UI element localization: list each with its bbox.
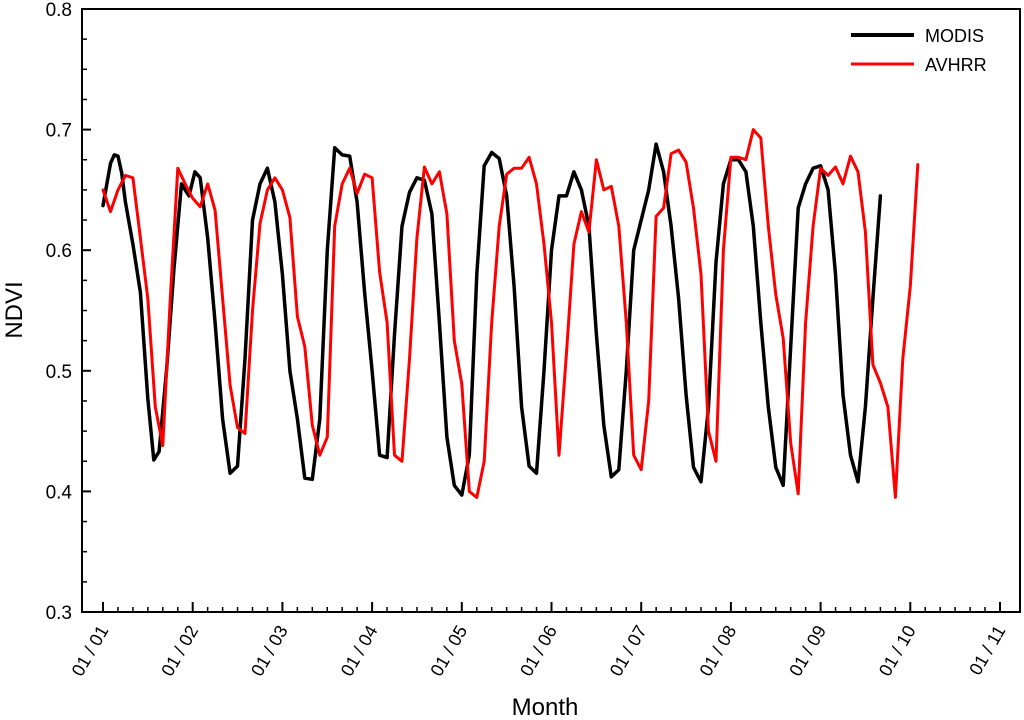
x-tick-label: 01 / 10 bbox=[875, 622, 920, 680]
x-tick-label: 01 / 07 bbox=[606, 622, 651, 680]
y-axis: 0.3 0.4 0.5 0.6 0.7 0.8 bbox=[46, 0, 91, 624]
series-line-avhrr bbox=[101, 128, 920, 499]
legend-label-modis: MODIS bbox=[925, 26, 984, 46]
x-tick-label: 01 / 01 bbox=[68, 622, 113, 680]
x-tick-label: 01 / 05 bbox=[426, 622, 471, 680]
series-line-modis bbox=[101, 142, 883, 497]
y-tick-label: 0.8 bbox=[46, 0, 72, 21]
x-tick-label: 01 / 03 bbox=[247, 622, 292, 680]
series-layer bbox=[101, 128, 920, 499]
x-tick-label: 01 / 08 bbox=[696, 622, 741, 680]
x-tick-label: 01 / 09 bbox=[785, 622, 830, 680]
x-tick-label: 01 / 11 bbox=[965, 622, 1009, 679]
y-tick-label: 0.5 bbox=[46, 362, 72, 383]
y-tick-label: 0.6 bbox=[46, 241, 72, 262]
x-tick-label: 01 / 06 bbox=[516, 622, 561, 680]
x-axis: 01 / 01 01 / 02 01 / 03 01 / 04 01 / 05 01 / … bbox=[68, 602, 1009, 680]
y-tick-label: 0.7 bbox=[46, 121, 72, 142]
legend-label-avhrr: AVHRR bbox=[925, 55, 987, 75]
y-axis-label: NDVI bbox=[1, 281, 28, 338]
legend: MODIS AVHRR bbox=[851, 26, 987, 75]
x-axis-label: Month bbox=[512, 694, 579, 720]
x-tick-label: 01 / 04 bbox=[337, 622, 382, 680]
y-tick-label: 0.3 bbox=[46, 603, 72, 624]
y-tick-label: 0.4 bbox=[46, 482, 73, 503]
x-tick-label: 01 / 02 bbox=[157, 622, 202, 680]
